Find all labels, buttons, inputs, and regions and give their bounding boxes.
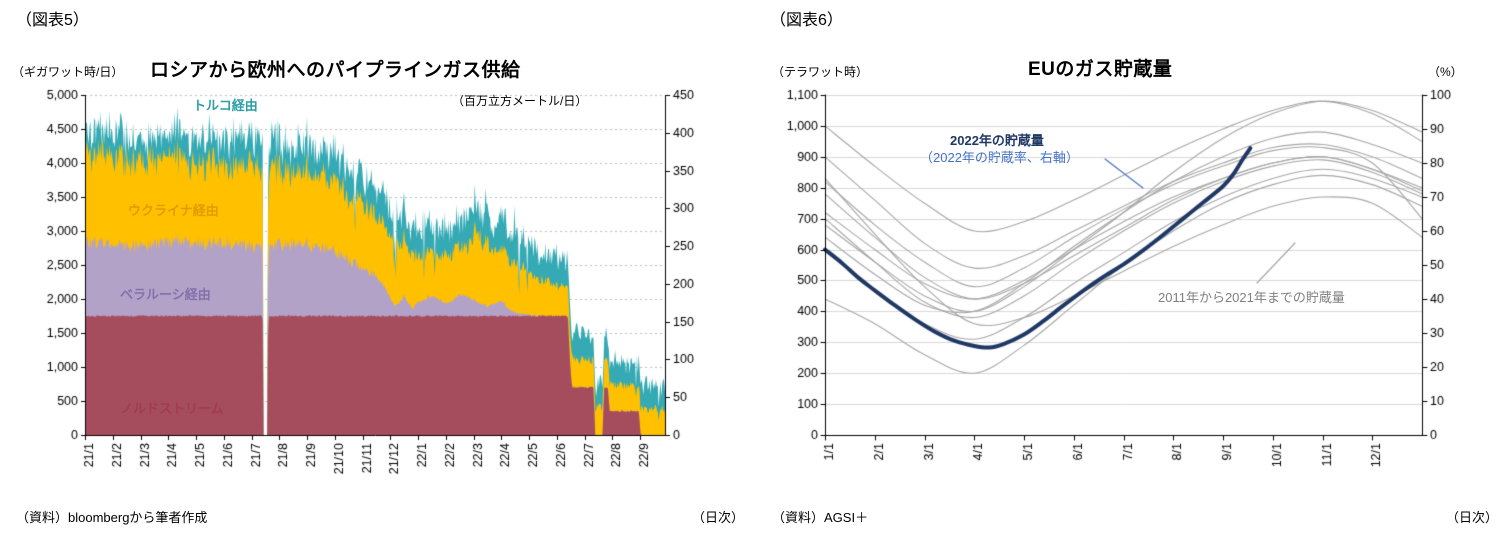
series-label-nordstream: ノルドストリーム [120,401,224,416]
annotation-2022-storage: 2022年の貯蔵量 [950,133,1044,148]
right-chart-source: （資料）AGSI＋ [772,510,869,525]
figure5-label: （図表5） [16,12,89,29]
left-chart-source: （資料）bloombergから筆者作成 [16,510,208,525]
annotation-2022-storage-rate: （2022年の貯蔵率、右軸） [920,150,1079,165]
series-label-belarus: ベラルーシ経由 [120,287,211,302]
right-y-right-unit-label: （%） [1428,65,1463,79]
left-y-right-unit-label: （百万立方メートル/日） [452,94,588,108]
annotation-2011-2021-storage: 2011年から2021年までの貯蔵量 [1158,290,1345,305]
eu-gas-storage-chart-canvas [755,85,1505,530]
left-chart-frequency-note: （日次） [692,510,745,525]
figure6-label: （図表6） [770,12,843,29]
right-y-left-unit-label: （テラワット時） [772,65,869,79]
right-chart-frequency-note: （日次） [1446,510,1499,525]
right-chart-title: EUのガス貯蔵量 [1028,59,1173,80]
left-chart-title: ロシアから欧州へのパイプラインガス供給 [150,60,521,81]
series-label-turkey: トルコ経由 [193,98,258,113]
left-y-left-unit-label: （ギガワット時/日） [12,65,124,79]
series-label-ukraine: ウクライナ経由 [128,203,219,218]
pipeline-gas-chart-canvas [0,85,745,530]
